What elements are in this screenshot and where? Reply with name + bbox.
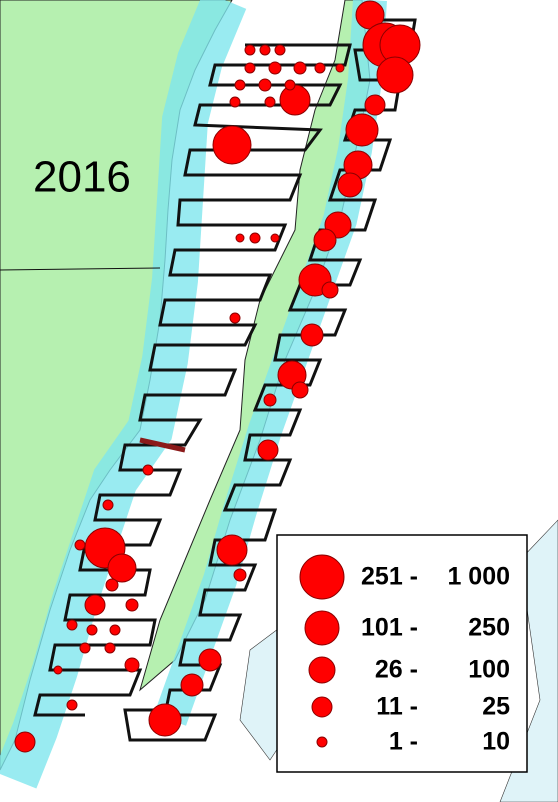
year-label: 2016 — [33, 153, 131, 202]
legend-to: 250 — [468, 614, 510, 642]
legend-from: 1 - — [389, 728, 418, 756]
legend-from: 101 - — [361, 614, 418, 642]
legend-to: 25 — [482, 693, 510, 721]
legend-symbols — [299, 554, 345, 748]
survey-tracks — [33, 18, 417, 742]
legend-from: 11 - — [376, 693, 418, 721]
legend-to: 10 — [482, 728, 510, 756]
legend-labels: 251 - 1 000 101 - 250 26 - 100 11 - 25 1… — [361, 563, 510, 756]
boundary — [0, 267, 161, 271]
catch-circles — [14, 0, 421, 753]
bridge — [139, 437, 186, 453]
legend-to: 1 000 — [447, 563, 510, 591]
legend-from: 26 - — [375, 656, 418, 684]
legend-from: 251 - — [361, 563, 418, 591]
legend-to: 100 — [468, 656, 510, 684]
